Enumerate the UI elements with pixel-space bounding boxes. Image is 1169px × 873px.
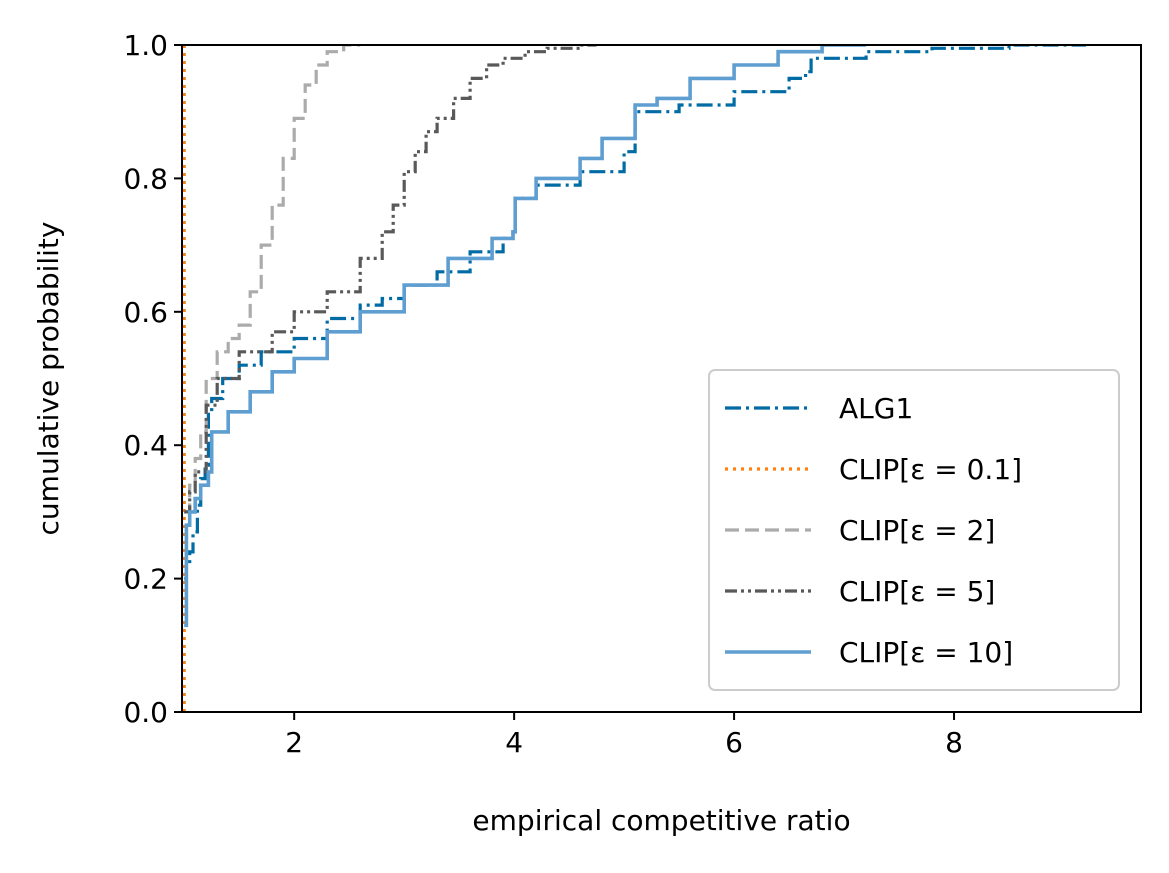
y-tick-label: 0.8 (123, 162, 168, 195)
plot-frame (181, 44, 1142, 713)
series-line-3 (184, 45, 597, 514)
x-tick-label: 4 (505, 726, 523, 759)
series-layer (182, 45, 1086, 712)
y-tick-label: 0.6 (123, 296, 168, 329)
x-tick-label: 2 (285, 726, 303, 759)
series-line-2 (184, 45, 361, 514)
legend-label: CLIP[ε = 0.1] (839, 453, 1022, 486)
ticks-layer: 2 4 6 8 0.0 0.2 0.4 0.6 0.8 1.0 (123, 29, 962, 759)
y-tick-label: 0.2 (123, 563, 168, 596)
legend-box (708, 369, 1120, 691)
y-tick-label: 0.4 (123, 429, 168, 462)
legend-label: ALG1 (839, 392, 913, 425)
x-tick-label: 6 (725, 726, 743, 759)
legend-label: CLIP[ε = 2] (839, 514, 995, 547)
y-axis-label: cumulative probability (32, 222, 65, 536)
y-tick-label: 0.0 (123, 696, 168, 729)
x-axis-label: empirical competitive ratio (472, 804, 850, 837)
x-tick-label: 8 (945, 726, 963, 759)
legend: ALG1 CLIP[ε = 0.1] CLIP[ε = 2] CLIP[ε = 5] C… (708, 369, 1120, 691)
series-line-0 (184, 45, 1086, 581)
legend-label: CLIP[ε = 5] (839, 575, 995, 608)
series-line-4 (184, 45, 867, 628)
y-tick-label: 1.0 (123, 29, 168, 62)
legend-label: CLIP[ε = 10] (839, 636, 1013, 669)
